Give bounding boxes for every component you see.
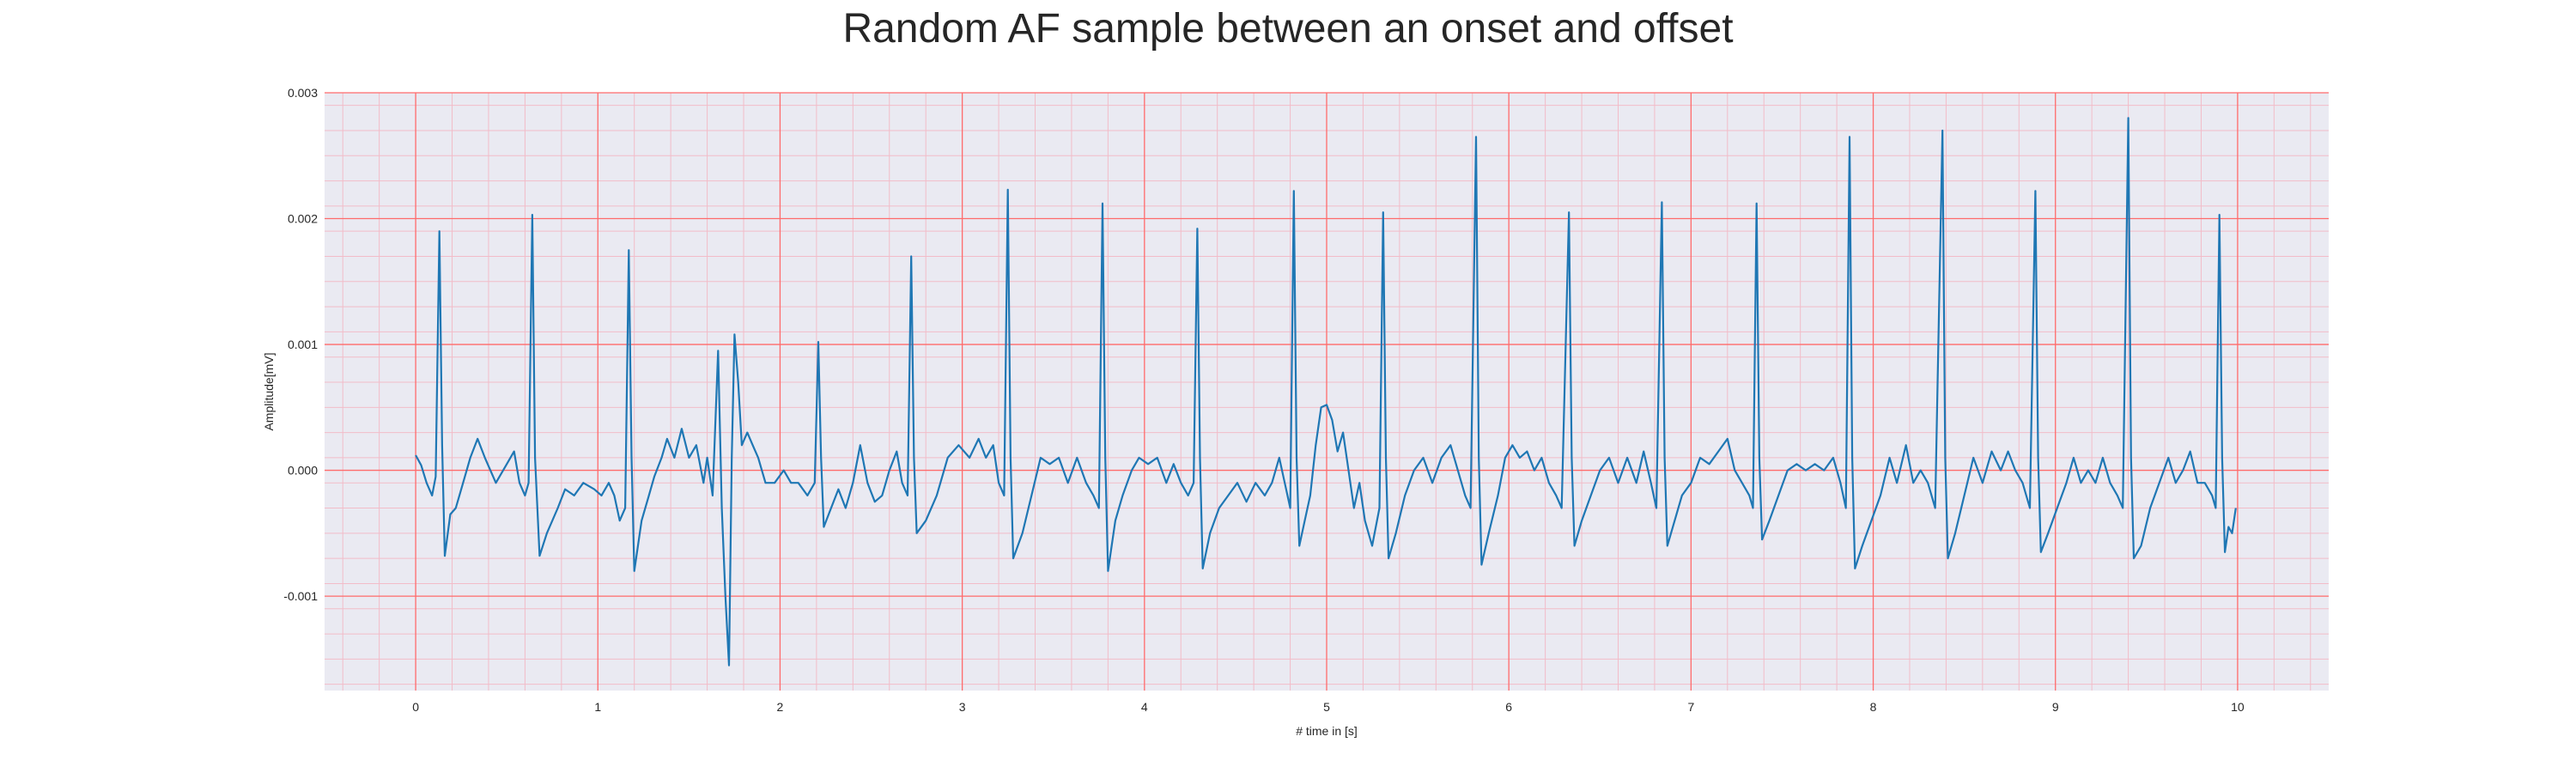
chart-title: Random AF sample between an onset and of… — [842, 6, 1734, 52]
y-tick-label: -0.001 — [283, 589, 318, 603]
x-tick-label: 1 — [594, 700, 601, 714]
x-tick-label: 0 — [412, 700, 419, 714]
x-tick-label: 7 — [1687, 700, 1694, 714]
series-line — [415, 117, 2237, 666]
y-tick-label: 0.000 — [288, 464, 318, 478]
y-tick-label: 0.003 — [288, 86, 318, 100]
major-grid — [325, 92, 2329, 691]
x-tick-label: 2 — [777, 700, 784, 714]
x-tick-label: 4 — [1141, 700, 1148, 714]
x-axis-ticks: 0 1 2 3 4 5 6 7 8 9 10 — [412, 700, 2245, 714]
x-tick-label: 3 — [959, 700, 966, 714]
x-tick-label: 10 — [2231, 700, 2245, 714]
x-tick-label: 5 — [1323, 700, 1330, 714]
x-tick-label: 9 — [2052, 700, 2059, 714]
x-tick-label: 8 — [1870, 700, 1877, 714]
y-axis-label: Amplitude[mV] — [262, 352, 276, 430]
x-axis-label: # time in [s] — [1296, 724, 1358, 738]
y-tick-label: 0.002 — [288, 212, 318, 226]
x-tick-label: 6 — [1505, 700, 1512, 714]
y-axis-ticks: -0.001 0.000 0.001 0.002 0.003 — [283, 86, 318, 603]
y-tick-label: 0.001 — [288, 338, 318, 351]
